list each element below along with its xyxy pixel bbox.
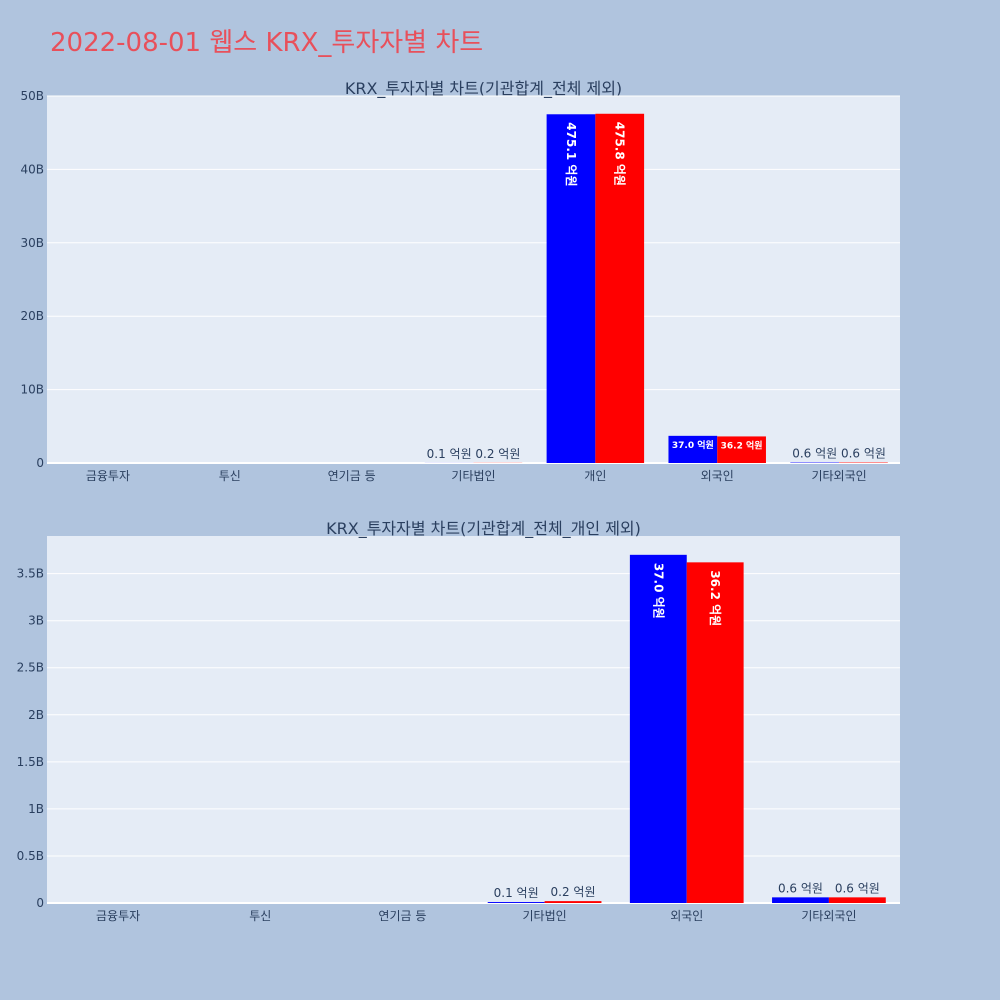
x-tick-label: 투신: [249, 909, 271, 923]
x-tick-label: 기타법인: [522, 909, 566, 923]
y-tick-label: 0: [36, 896, 44, 910]
y-tick-label: 20B: [20, 309, 44, 323]
data-label: 0.6 억원: [841, 447, 886, 461]
data-label: 0.6 억원: [792, 447, 837, 461]
chart-subtitle: KRX_투자자별 차트(기관합계_전체_개인 제외): [326, 519, 641, 539]
bar: [828, 897, 886, 903]
data-label: 36.2 억원: [708, 570, 722, 626]
plot-area: [47, 96, 900, 463]
data-label: 475.1 억원: [564, 122, 578, 186]
y-tick-label: 1.5B: [17, 755, 44, 769]
y-tick-label: 2B: [28, 708, 44, 722]
y-tick-label: 3B: [28, 614, 44, 628]
data-label: 0.6 억원: [835, 881, 880, 895]
x-tick-label: 외국인: [670, 909, 703, 923]
bar: [595, 113, 645, 463]
bar: [546, 114, 596, 463]
data-label: 37.0 억원: [651, 563, 665, 619]
data-label: 37.0 억원: [672, 439, 714, 451]
chart-subtitle: KRX_투자자별 차트(기관합계_전체 제외): [345, 79, 622, 99]
x-tick-label: 금융투자: [96, 909, 140, 923]
bar: [487, 902, 545, 903]
chart-bottom: KRX_투자자별 차트(기관합계_전체_개인 제외) 0 0.5B 1B 1.5B 2B 2…: [17, 519, 900, 923]
y-tick-label: 30B: [20, 236, 44, 250]
data-label: 0.1 억원: [494, 886, 539, 900]
bar: [629, 554, 687, 903]
y-tick-label: 40B: [20, 162, 44, 176]
chart-top: KRX_투자자별 차트(기관합계_전체 제외) 0 10B 20B 30B 40B 50B 금…: [20, 79, 900, 483]
data-label: 0.6 억원: [778, 881, 823, 895]
y-tick-label: 3.5B: [17, 567, 44, 581]
bar: [772, 897, 829, 903]
y-tick-label: 50B: [20, 89, 44, 103]
y-tick-label: 10B: [20, 383, 44, 397]
x-tick-label: 기타외국인: [811, 469, 866, 483]
x-tick-label: 투신: [219, 469, 241, 483]
data-label: 475.8 억원: [613, 122, 627, 186]
y-tick-label: 2.5B: [17, 661, 44, 675]
x-tick-label: 연기금 등: [378, 909, 426, 923]
y-tick-label: 1B: [28, 802, 44, 816]
bar: [668, 435, 718, 463]
y-tick-label: 0: [36, 456, 44, 470]
x-tick-label: 기타법인: [451, 469, 495, 483]
data-label: 0.2 억원: [551, 885, 596, 899]
page-title: 2022-08-01 웹스 KRX_투자자별 차트: [50, 28, 484, 58]
data-label: 0.1 억원: [427, 447, 472, 461]
x-tick-label: 금융투자: [86, 469, 130, 483]
bar: [686, 562, 744, 903]
y-tick-label: 0.5B: [17, 849, 44, 863]
x-tick-label: 연기금 등: [328, 469, 376, 483]
x-tick-label: 기타외국인: [801, 909, 856, 923]
data-label: 36.2 억원: [721, 439, 763, 451]
plot-area: [47, 536, 900, 903]
x-tick-label: 개인: [584, 469, 606, 483]
data-label: 0.2 억원: [475, 447, 520, 461]
bar: [544, 901, 602, 903]
x-tick-label: 외국인: [701, 469, 734, 483]
bar: [717, 436, 766, 463]
